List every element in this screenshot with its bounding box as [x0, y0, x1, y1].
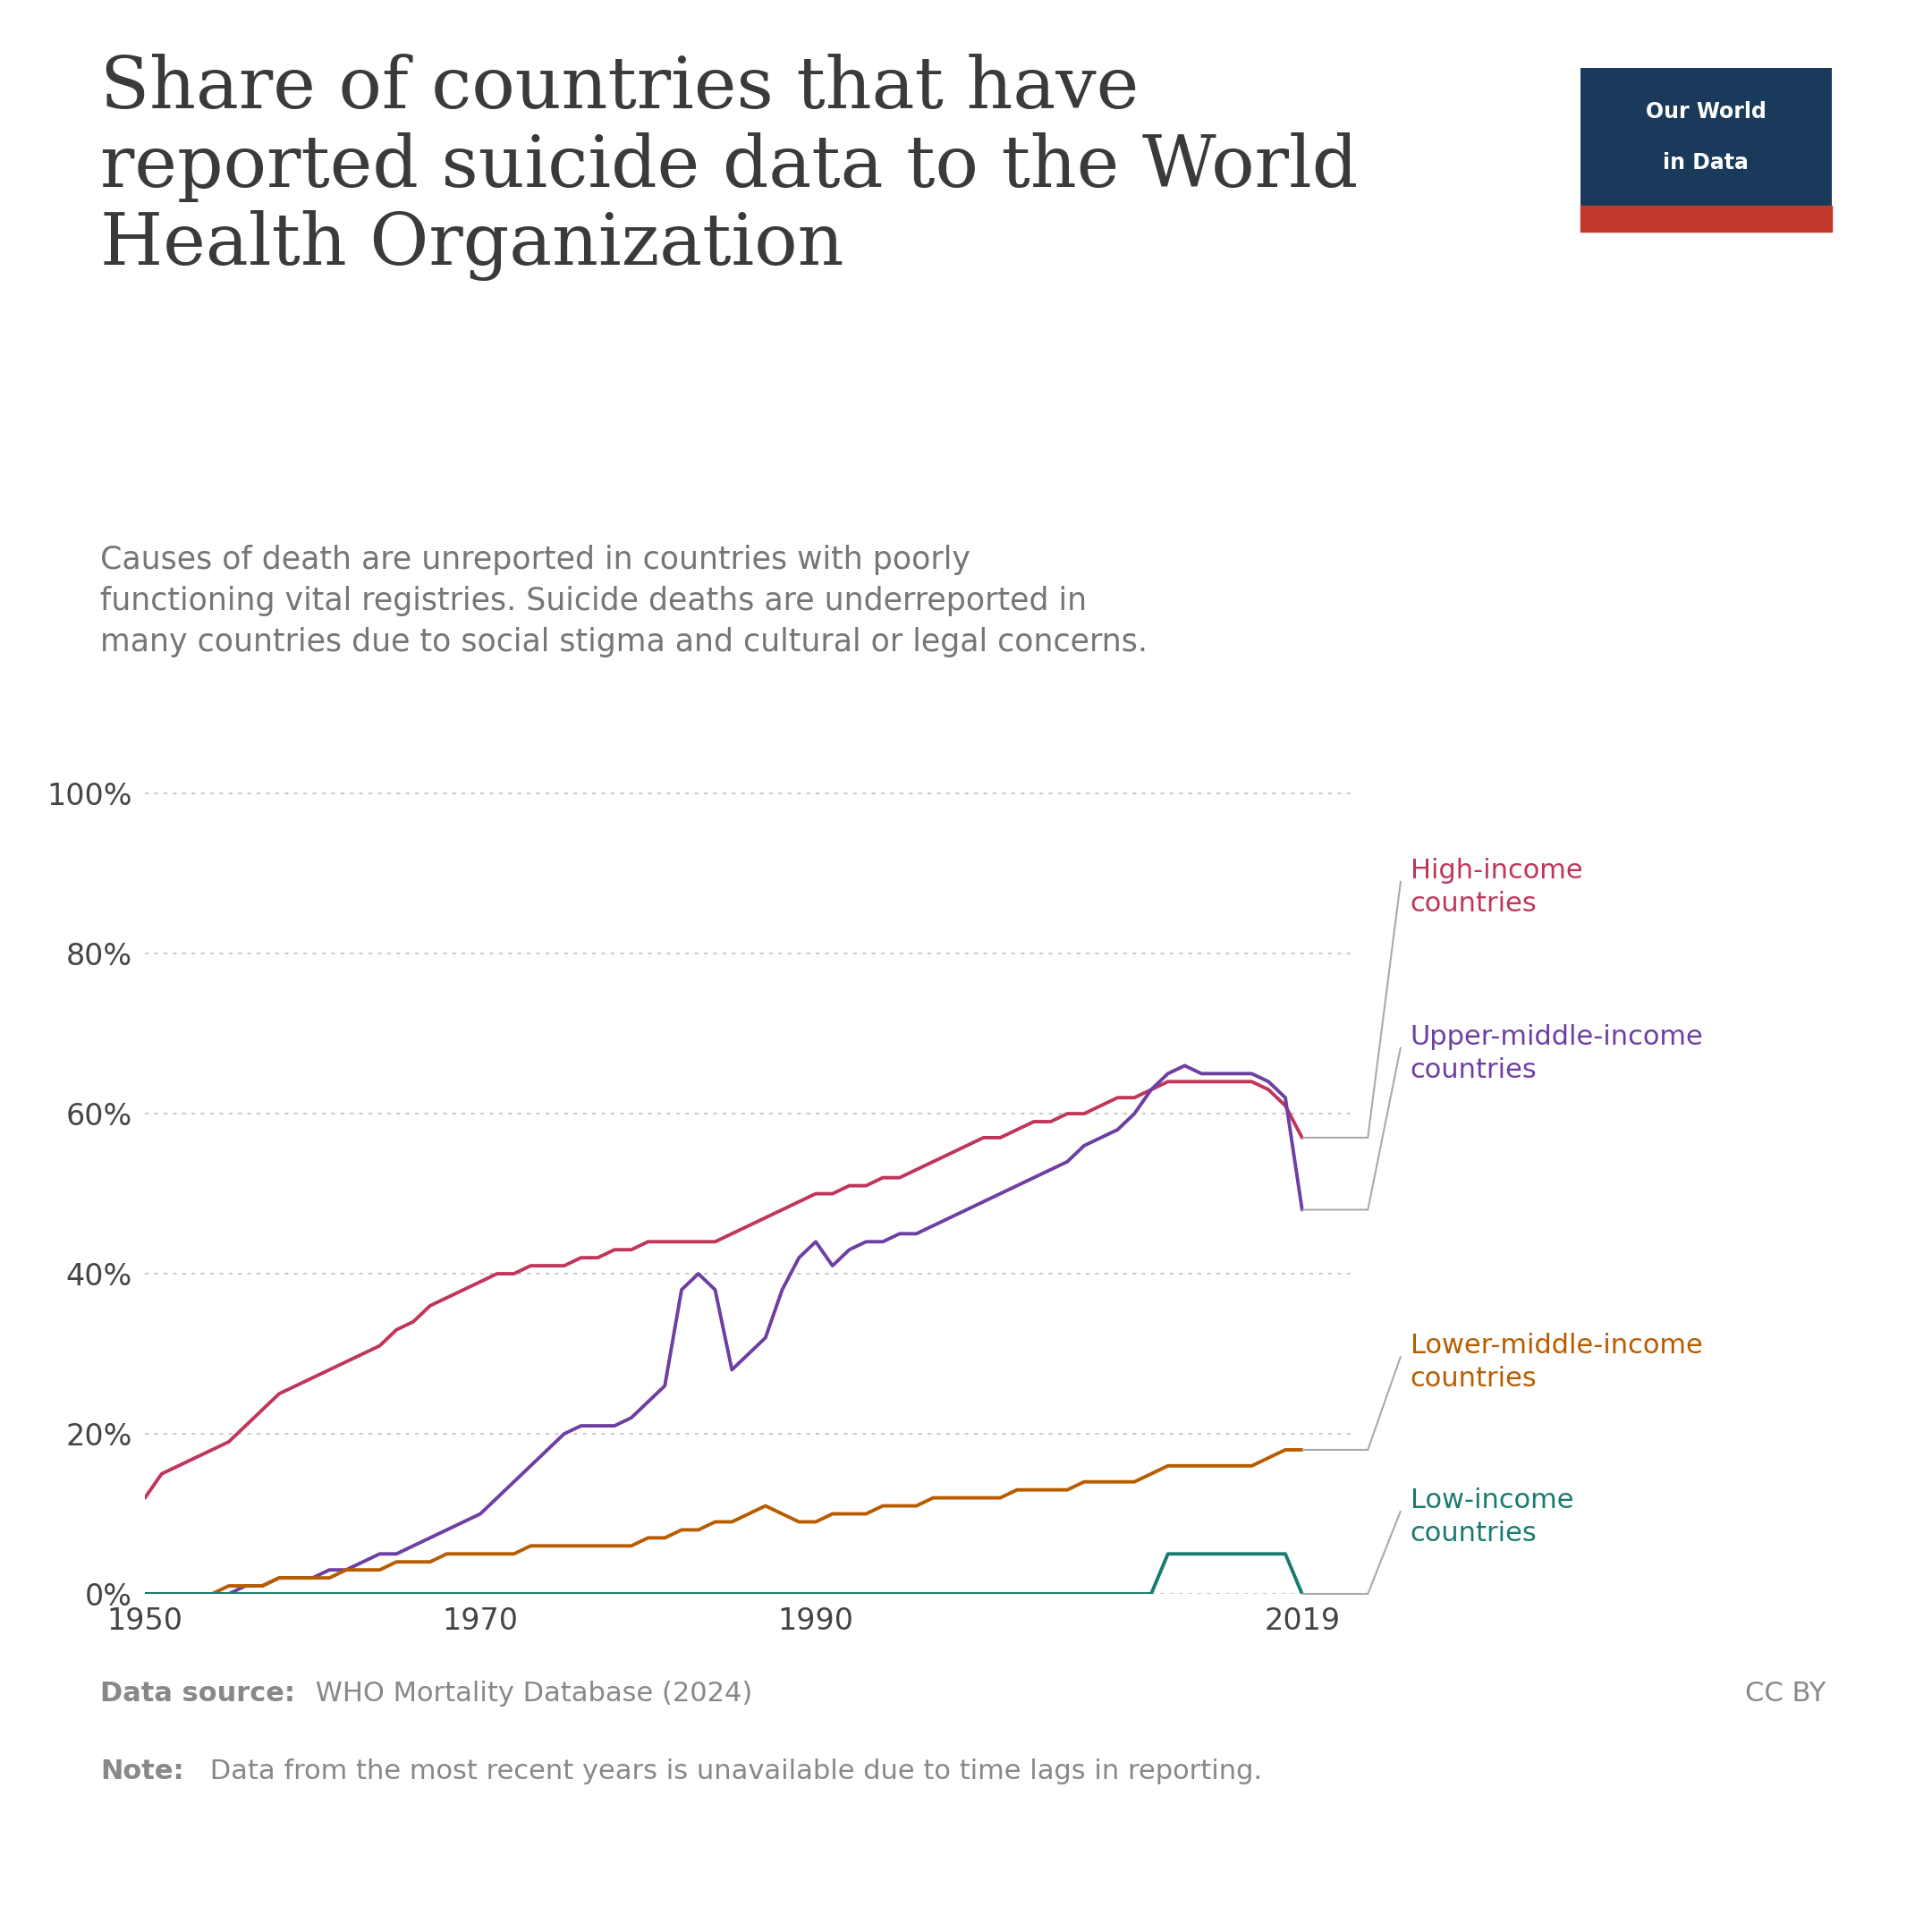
- Text: Note:: Note:: [100, 1758, 184, 1783]
- Text: Our World: Our World: [1646, 100, 1766, 124]
- Bar: [1580, 205, 1832, 232]
- Text: Share of countries that have
reported suicide data to the World
Health Organizat: Share of countries that have reported su…: [100, 54, 1358, 280]
- Text: Low-income
countries: Low-income countries: [1410, 1488, 1573, 1548]
- Text: CC BY: CC BY: [1745, 1681, 1826, 1706]
- Text: Upper-middle-income
countries: Upper-middle-income countries: [1410, 1024, 1704, 1084]
- Text: Data source:: Data source:: [100, 1681, 296, 1706]
- Text: Data from the most recent years is unavailable due to time lags in reporting.: Data from the most recent years is unava…: [201, 1758, 1262, 1783]
- Text: Lower-middle-income
countries: Lower-middle-income countries: [1410, 1333, 1702, 1393]
- Text: High-income
countries: High-income countries: [1410, 858, 1582, 918]
- Text: in Data: in Data: [1663, 153, 1748, 174]
- Text: Causes of death are unreported in countries with poorly
functioning vital regist: Causes of death are unreported in countr…: [100, 545, 1148, 657]
- Text: WHO Mortality Database (2024): WHO Mortality Database (2024): [307, 1681, 753, 1706]
